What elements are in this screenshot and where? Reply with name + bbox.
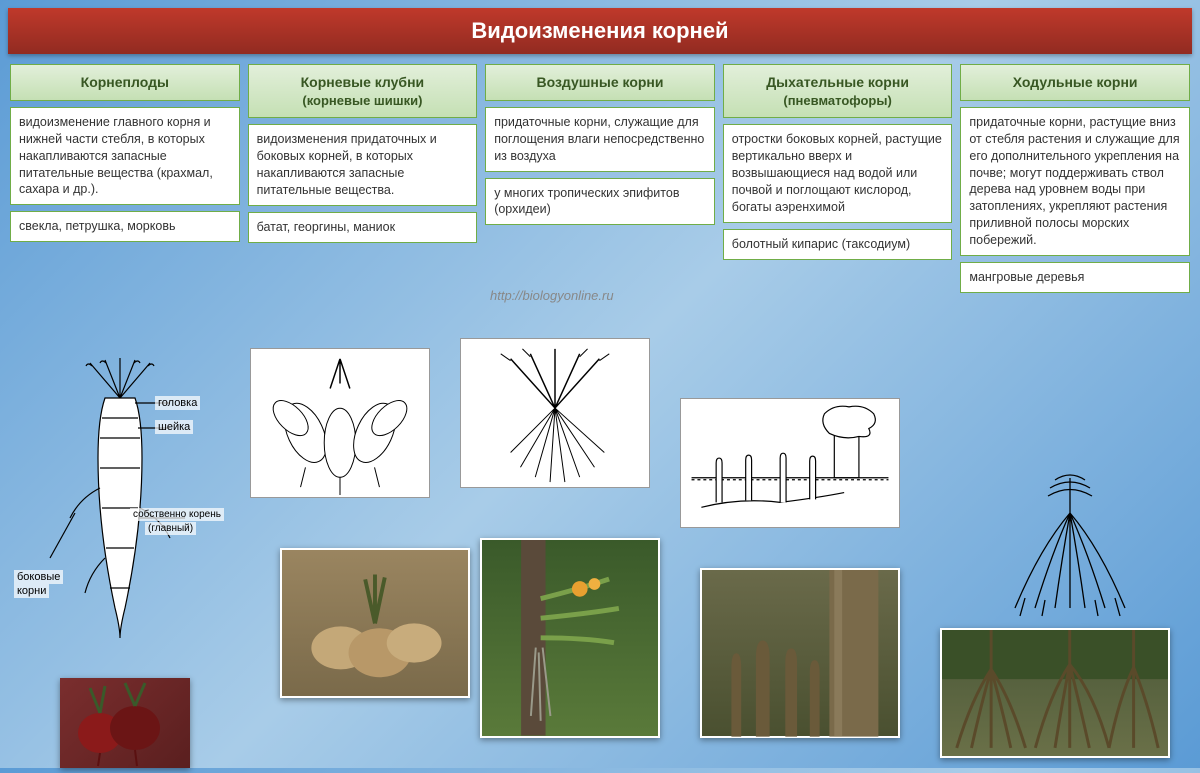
tuber-sketch [250, 348, 430, 498]
col-header: Ходульные корни [960, 64, 1190, 101]
col-desc: видоизменение главного корня и нижней ча… [10, 107, 240, 205]
col-header-text: Воздушные корни [536, 74, 663, 90]
tuber-icon [251, 349, 429, 497]
column-vozdushnye: Воздушные корни придаточные корни, служа… [485, 64, 715, 293]
column-korneplody: Корнеплоды видоизменение главного корня … [10, 64, 240, 293]
tuber-photo [280, 548, 470, 698]
pneum-photo-icon [702, 570, 898, 737]
pneumatophore-photo [700, 568, 900, 738]
col-header: Корнеплоды [10, 64, 240, 101]
tuber-photo-icon [282, 550, 468, 697]
orchid-icon [482, 540, 658, 736]
col-header: Корневые клубни (корневые шишки) [248, 64, 478, 118]
col-header-text: Дыхательные корни [766, 74, 909, 90]
column-klubni: Корневые клубни (корневые шишки) видоизм… [248, 64, 478, 293]
col-header: Дыхательные корни (пневматофоры) [723, 64, 953, 118]
column-hodulnye: Ходульные корни придаточные корни, расту… [960, 64, 1190, 293]
beet-icon [60, 678, 190, 768]
col-header-text: Корнеплоды [81, 74, 169, 90]
label-glavnyi: (главный) [145, 522, 196, 535]
col-desc: придаточные корни, служащие для поглощен… [485, 107, 715, 172]
col-desc: придаточные корни, растущие вниз от стеб… [960, 107, 1190, 256]
label-sheika: шейка [155, 420, 193, 434]
mangrove-icon [942, 630, 1168, 758]
pneum-icon [681, 399, 899, 527]
col-examples: у многих тропических эпифитов (орхидеи) [485, 178, 715, 226]
aerial-icon [461, 339, 649, 487]
image-area: головка шейка собственно корень (главный… [0, 338, 1200, 768]
col-header-sub: (корневые шишки) [253, 92, 473, 110]
label-korni: корни [14, 584, 49, 598]
col-examples: свекла, петрушка, морковь [10, 211, 240, 242]
stilt-sketch [970, 468, 1170, 618]
col-examples: болотный кипарис (таксодиум) [723, 229, 953, 260]
col-header-text: Ходульные корни [1013, 74, 1138, 90]
label-sobstvenno: собственно корень [130, 508, 224, 521]
beet-photo [60, 678, 190, 768]
columns-row: Корнеплоды видоизменение главного корня … [0, 58, 1200, 299]
watermark-url: http://biologyonline.ru [490, 288, 614, 303]
label-bokovye: боковые [14, 570, 63, 584]
col-examples: батат, георгины, маниок [248, 212, 478, 243]
stilt-icon [970, 468, 1170, 618]
aerial-sketch [460, 338, 650, 488]
stilt-photo [940, 628, 1170, 758]
col-header: Воздушные корни [485, 64, 715, 101]
col-desc: отростки боковых корней, растущие вертик… [723, 124, 953, 222]
page-title: Видоизменения корней [8, 8, 1192, 54]
col-header-text: Корневые клубни [301, 74, 425, 90]
pneumatophore-sketch [680, 398, 900, 528]
col-header-sub: (пневматофоры) [728, 92, 948, 110]
aerial-photo [480, 538, 660, 738]
col-desc: видоизменения придаточных и боковых корн… [248, 124, 478, 206]
col-examples: мангровые деревья [960, 262, 1190, 293]
label-golovka: головка [155, 396, 200, 410]
column-dyhatelnye: Дыхательные корни (пневматофоры) отростк… [723, 64, 953, 293]
